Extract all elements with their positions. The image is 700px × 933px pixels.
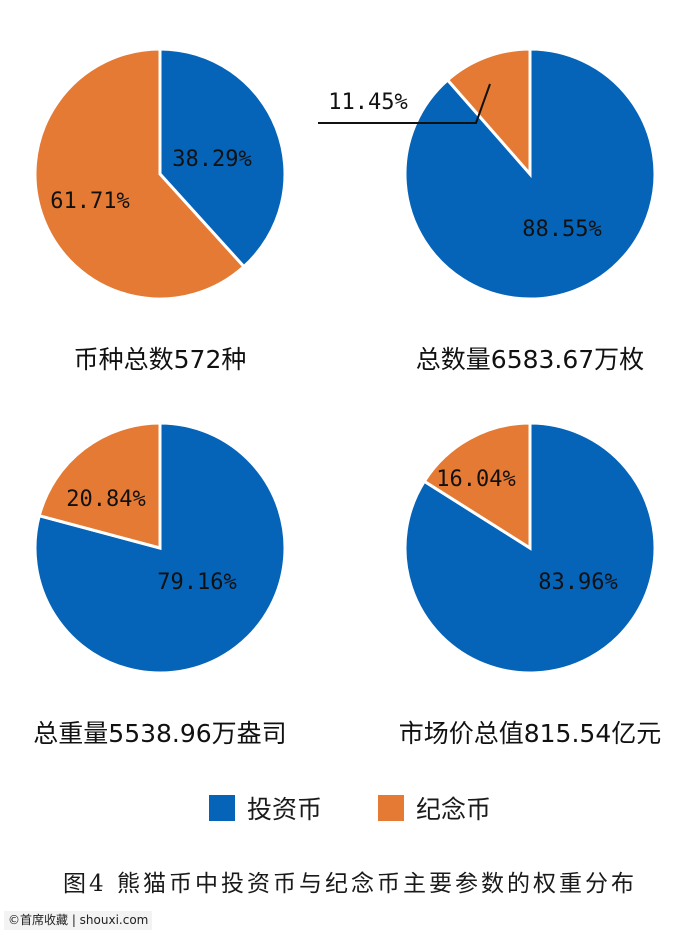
pie-slice-commemorative [33, 47, 247, 301]
data-label-commemorative: 16.04% [436, 467, 515, 492]
pie-slice-commemorative [445, 47, 532, 178]
pie-chart-market-value: 16.04% 83.96% 市场价总值815.54亿元 [399, 421, 661, 748]
pie-chart-total-weight: 20.84% 79.16% 总重量5538.96万盎司 [33, 421, 287, 748]
pie-title: 总数量6583.67万枚 [416, 345, 644, 374]
leader-line [318, 83, 491, 124]
pie-chart-total-quantity: 11.45% 88.55% 总数量6583.67万枚 [318, 47, 657, 374]
data-label-investment: 83.96% [538, 570, 617, 595]
pie-charts: 38.29% 61.71% 币种总数572种 11.45% 88.55% 总数量… [33, 47, 661, 748]
pie-chart-coin-types: 38.29% 61.71% 币种总数572种 [33, 47, 287, 374]
data-label-commemorative: 11.45% [328, 90, 407, 115]
data-label-investment: 38.29% [172, 147, 251, 172]
legend-label-investment: 投资币 [246, 795, 322, 824]
data-label-investment: 79.16% [157, 570, 236, 595]
pie-slice-commemorative [37, 421, 162, 550]
pie-title: 市场价总值815.54亿元 [399, 719, 661, 748]
legend-item-investment: 投资币 [208, 790, 322, 826]
legend-item-commemorative: 纪念币 [378, 790, 491, 826]
pie-slice-commemorative [422, 421, 532, 551]
data-label-commemorative: 61.71% [50, 189, 129, 214]
pie-slice-investment [158, 47, 287, 269]
legend-swatch-commemorative [378, 795, 404, 821]
data-label-investment: 88.55% [522, 217, 601, 242]
legend: 投资币 纪念币 [0, 788, 700, 828]
legend-label-commemorative: 纪念币 [416, 795, 492, 824]
figure-caption: 图4 熊猫币中投资币与纪念币主要参数的权重分布 [63, 871, 637, 897]
pie-title: 币种总数572种 [74, 345, 247, 374]
watermark: ©首席收藏 | shouxi.com [4, 911, 153, 930]
data-label-commemorative: 20.84% [66, 487, 145, 512]
pie-title: 总重量5538.96万盎司 [33, 719, 286, 748]
legend-swatch-investment [208, 795, 235, 821]
